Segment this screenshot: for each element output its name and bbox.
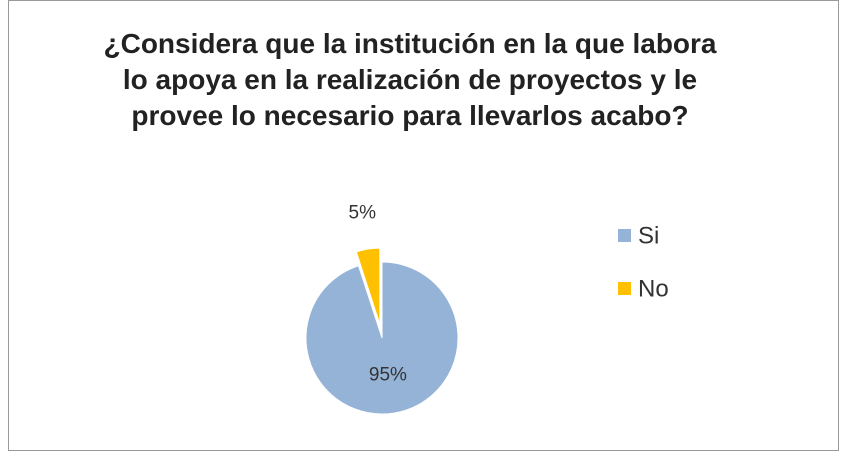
legend-label: No	[638, 275, 669, 302]
pie-slice	[305, 261, 459, 415]
pie-slice	[355, 247, 381, 325]
legend-swatch	[618, 282, 631, 295]
data-label: 95%	[369, 365, 407, 386]
frame	[8, 0, 839, 451]
legend-label: Si	[638, 222, 659, 249]
chart-title: ¿Considera que la institución en la que …	[103, 28, 717, 131]
legend-swatch	[618, 229, 631, 242]
data-label: 5%	[349, 203, 377, 224]
